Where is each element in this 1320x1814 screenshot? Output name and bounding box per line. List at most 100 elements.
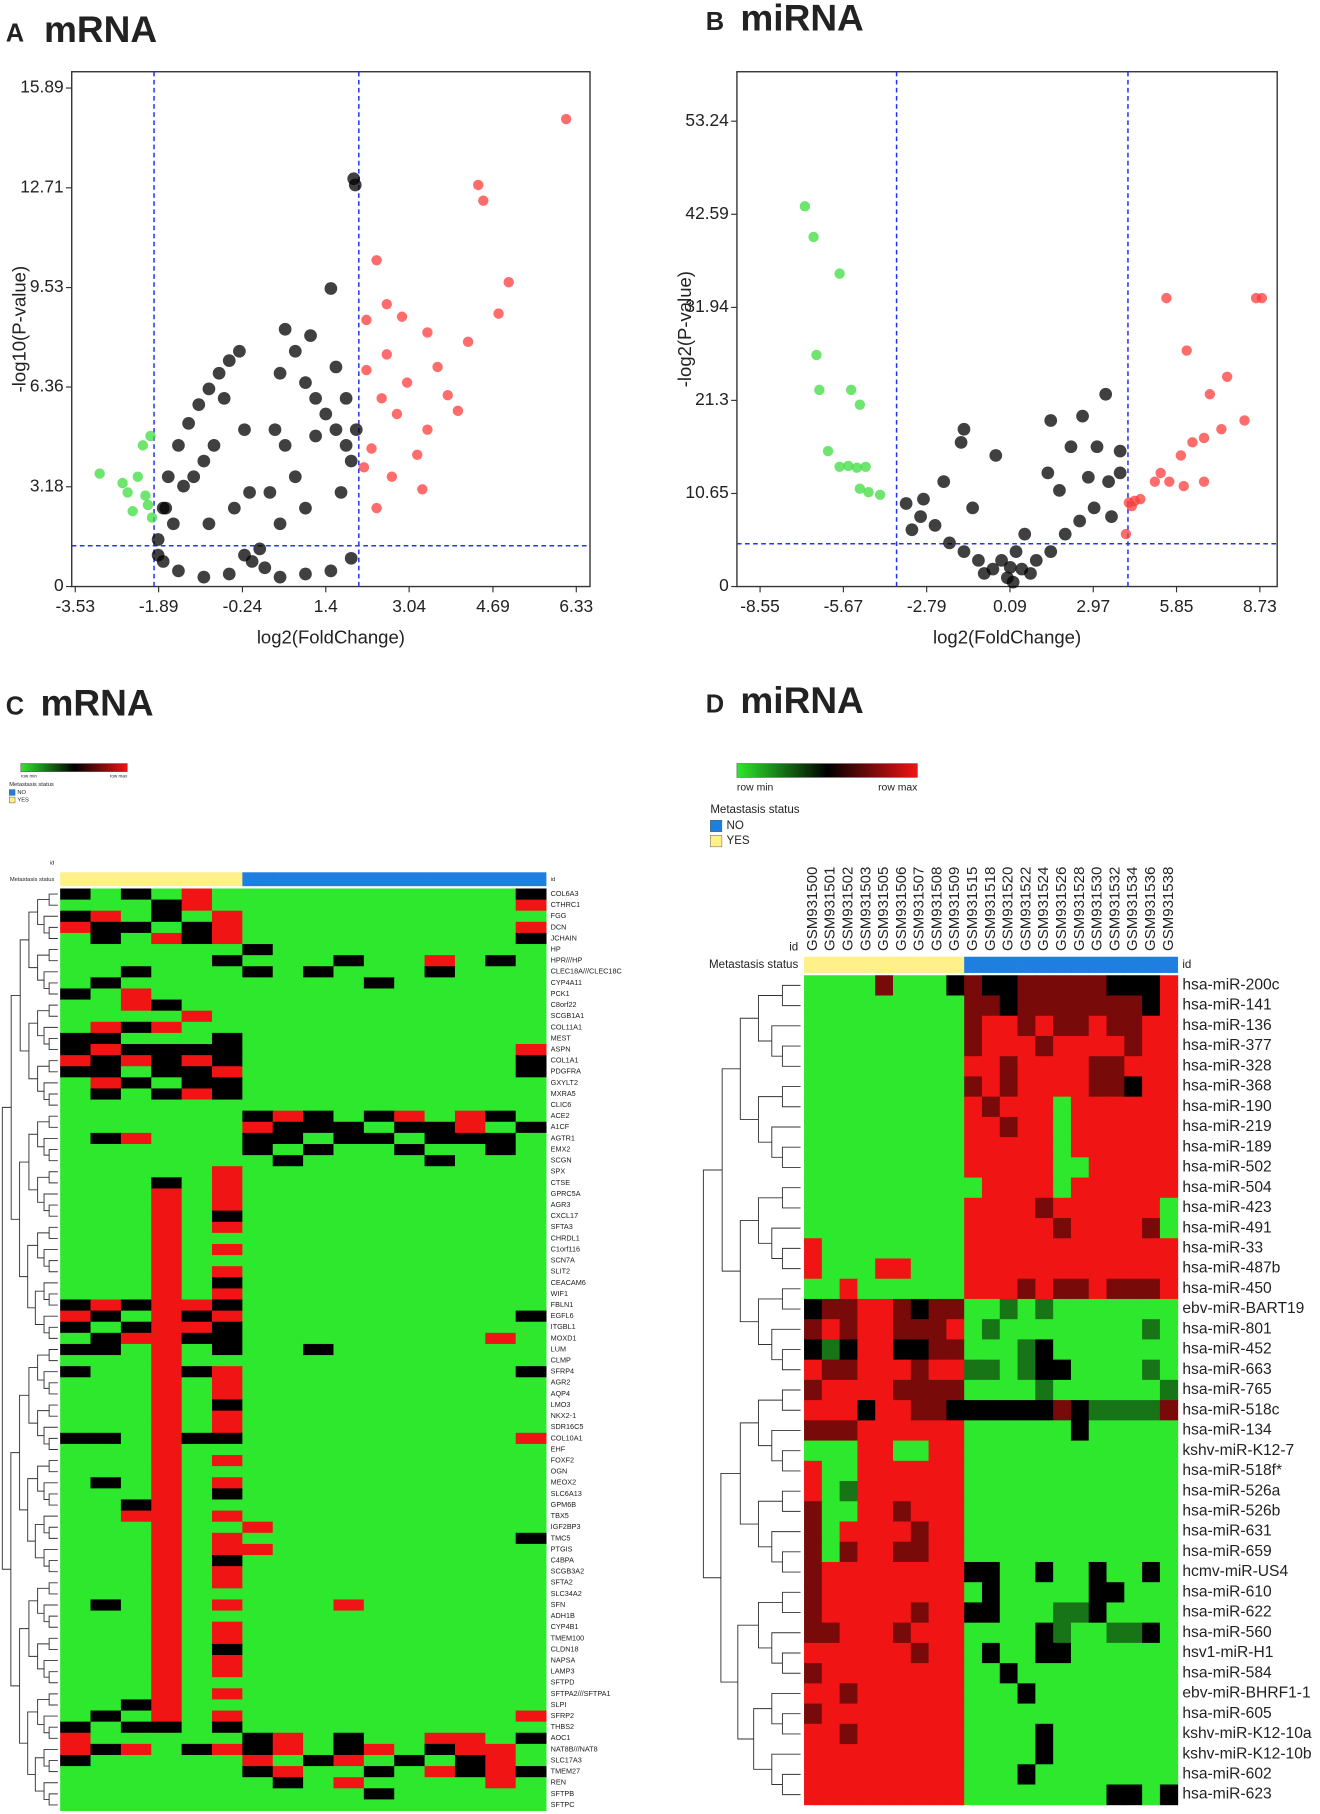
heatmap-cell: [1017, 1683, 1036, 1705]
heatmap-cell: [90, 1654, 122, 1667]
heatmap-cell: [454, 1410, 486, 1423]
heatmap-cell: [821, 1116, 841, 1138]
heatmap-cell: [485, 899, 517, 912]
heatmap-cell: [1142, 1541, 1161, 1563]
heatmap-cell: [1142, 1642, 1161, 1664]
heatmap-cell: [151, 1432, 183, 1445]
heatmap-cell: [242, 1743, 274, 1756]
heatmap-cell: [893, 1056, 912, 1077]
heatmap-cell: [303, 1654, 334, 1667]
heatmap-cell: [910, 1481, 930, 1502]
heatmap-cell: [515, 1410, 547, 1423]
heatmap-cell: [90, 1321, 122, 1334]
heatmap-cell: [394, 1388, 426, 1400]
heatmap-cell: [120, 1366, 152, 1378]
heatmap-cell: [181, 1366, 213, 1378]
heatmap-cell: [272, 1243, 304, 1256]
heatmap-cell: [454, 1110, 486, 1123]
heatmap-cell: [857, 1622, 876, 1644]
heatmap-cell: [1035, 1723, 1054, 1745]
heatmap-cell: [424, 988, 456, 1001]
heatmap-cell: [303, 1243, 334, 1256]
heatmap-cell: [272, 1177, 304, 1189]
heatmap-cell: [211, 999, 243, 1012]
point: [899, 497, 913, 510]
heatmap-cell: [424, 1310, 456, 1323]
heatmap-cell: [893, 1076, 912, 1098]
heatmap-cell: [1124, 1541, 1143, 1563]
heatmap-cell: [1124, 1137, 1143, 1158]
heatmap-cell: [515, 1188, 547, 1200]
point: [417, 484, 428, 495]
heatmap-cell: [90, 1688, 122, 1700]
heatmap-cell: [151, 1643, 183, 1656]
heatmap-cell: [1106, 1359, 1125, 1381]
heatmap-cell: [1053, 1420, 1072, 1442]
heatmap-cell: [485, 1188, 517, 1200]
heatmap-cell: [363, 1432, 395, 1445]
heatmap-cell: [515, 1799, 547, 1811]
column-label: GSM931534: [1124, 867, 1141, 951]
heatmap-cell: [964, 1218, 983, 1239]
heatmap-cell: [946, 1359, 965, 1381]
heatmap-cell: [454, 1332, 486, 1345]
heatmap-cell: [1088, 1764, 1107, 1785]
heatmap-cell: [90, 921, 122, 934]
point: [187, 470, 201, 484]
heatmap-cell: [242, 1443, 274, 1456]
heatmap-cell: [424, 1677, 456, 1689]
heatmap-cell: [857, 1258, 876, 1280]
heatmap-cell: [272, 1343, 304, 1356]
row-label: CYP4B1: [551, 1622, 579, 1631]
heatmap-cell: [1070, 975, 1090, 996]
heatmap-cell: [1142, 1602, 1161, 1624]
heatmap-cell: [910, 1521, 930, 1543]
heatmap-cell: [303, 1121, 334, 1134]
point: [273, 517, 287, 531]
heatmap-cell: [181, 921, 213, 934]
heatmap-cell: [964, 1015, 983, 1037]
heatmap-cell: [181, 1743, 213, 1756]
heatmap-cell: [910, 1116, 930, 1138]
heatmap-cell: [1106, 1602, 1125, 1624]
heatmap-cell: [857, 1481, 876, 1502]
point: [288, 344, 302, 358]
heatmap-cell: [60, 1121, 91, 1134]
heatmap-cell: [910, 1420, 930, 1442]
heatmap-cell: [424, 1532, 456, 1545]
heatmap-cell: [211, 1088, 243, 1101]
heatmap-cell: [90, 1077, 122, 1089]
point: [957, 422, 971, 436]
heatmap-cell: [485, 1388, 517, 1400]
heatmap-cell: [60, 1155, 91, 1167]
heatmap-cell: [90, 1577, 122, 1589]
heatmap-cell: [804, 1744, 823, 1765]
heatmap-cell: [839, 1339, 858, 1361]
heatmap-cell: [1070, 1521, 1090, 1543]
heatmap-cell: [1142, 1764, 1161, 1785]
row-label: C1orf116: [551, 1244, 580, 1253]
heatmap-cell: [981, 1319, 1001, 1340]
status-cell: [1070, 956, 1090, 973]
heatmap-cell: [875, 975, 894, 996]
heatmap-cell: [1088, 995, 1107, 1017]
heatmap-cell: [333, 1477, 365, 1489]
heatmap-cell: [60, 888, 91, 901]
column-label: GSM931503: [857, 867, 874, 951]
heatmap-cell: [120, 1654, 152, 1667]
heatmap-cell: [333, 1699, 365, 1712]
heatmap-cell: [485, 1488, 517, 1500]
heatmap-cell: [928, 1420, 947, 1442]
heatmap-cell: [211, 1032, 243, 1045]
heatmap-cell: [857, 1116, 876, 1138]
heatmap-cell: [424, 1099, 456, 1112]
heatmap-cell: [928, 1339, 947, 1361]
status-cell: [151, 872, 182, 887]
x-tick-label: -2.79: [907, 596, 947, 616]
heatmap-cell: [394, 1455, 426, 1467]
heatmap-cell: [804, 1278, 823, 1300]
heatmap-cell: [272, 1466, 304, 1478]
heatmap-cell: [363, 1643, 395, 1656]
heatmap-cell: [857, 1582, 876, 1603]
heatmap-cell: [1159, 1379, 1179, 1401]
